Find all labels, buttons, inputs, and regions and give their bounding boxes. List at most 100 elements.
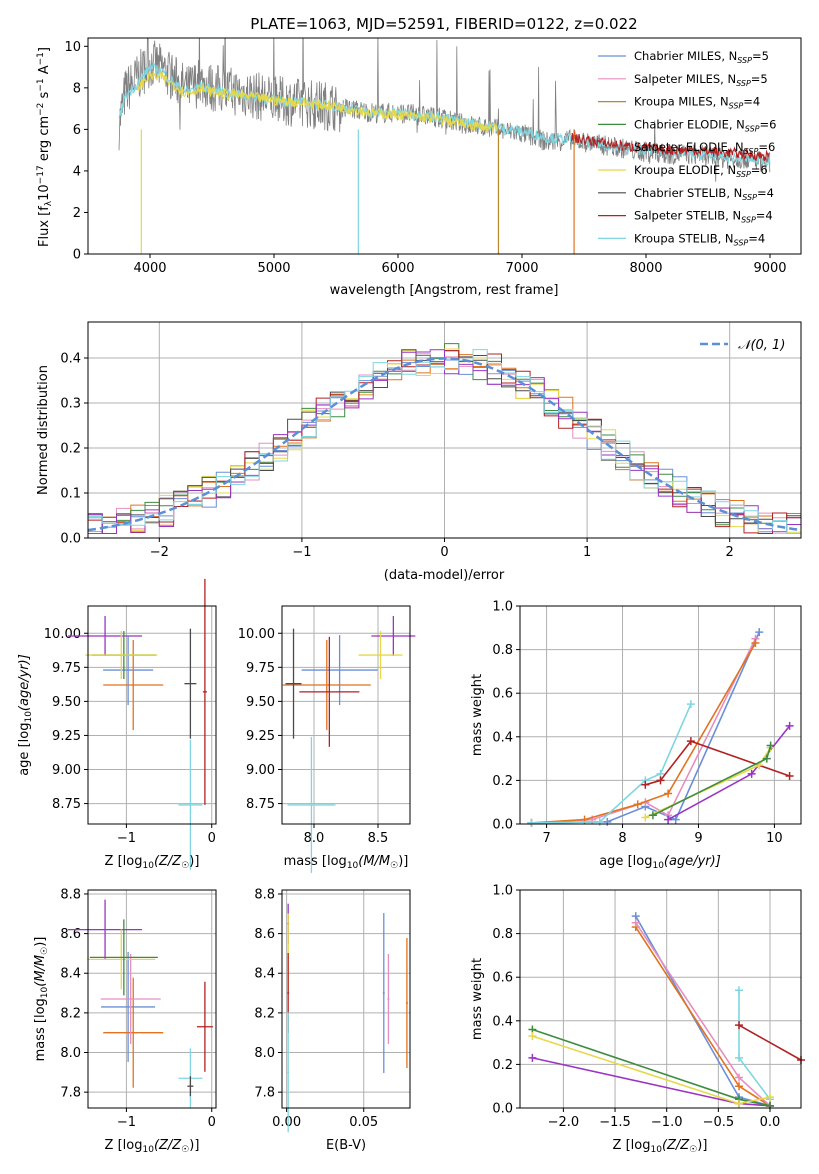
spectrum-panel: PLATE=1063, MJD=52591, FIBERID=0122, z=0… <box>36 15 802 298</box>
spectrum-ytick-label: 2 <box>73 206 81 221</box>
spectrum-legend-label: Kroupa STELIB, NSSP=4 <box>634 231 765 247</box>
mass-ebv-ytick-label: 8.8 <box>254 887 275 902</box>
spectrum-yticks: 0 2 4 6 8 10 <box>64 40 88 263</box>
spectrum-xtick-label: 9000 <box>753 261 786 276</box>
residuals-xtick-label: −1 <box>292 545 311 560</box>
age-z-ytick-label: 9.75 <box>52 661 81 676</box>
weight-age-panel: 7 8 9 10 0.0 0.2 0.4 0.6 0.8 1.0 age [log10(age/y… <box>470 600 802 871</box>
weight-z-line <box>635 915 771 1107</box>
weight-z-xtick-label: −1.0 <box>651 1115 683 1130</box>
weight-z-marker <box>735 1099 744 1108</box>
mass-ebv-xtick-label: 0.05 <box>349 1115 378 1130</box>
weight-age-marker <box>762 754 771 763</box>
residuals-xtick-label: 0 <box>440 545 448 560</box>
weight-z-line <box>738 1024 802 1061</box>
age-z-ylabel: age [log10(age/yr)] <box>17 654 34 776</box>
weight-age-ytick-label: 0.6 <box>492 687 513 702</box>
mass-ebv-plot: 0.00 0.05 7.8 8.0 8.2 8.4 8.6 8.8 <box>254 887 410 1133</box>
spectrum-xtick-label: 5000 <box>257 261 290 276</box>
spectrum-legend-label: Salpeter STELIB, NSSP=4 <box>634 209 773 225</box>
age-mass-ytick-label: 9.50 <box>246 695 275 710</box>
spectrum-xtick-label: 8000 <box>629 261 662 276</box>
weight-z-xtick-label: −2.0 <box>548 1115 580 1130</box>
spectrum-xtick-label: 4000 <box>133 261 166 276</box>
weight-age-xtick-label: 10 <box>766 831 783 846</box>
weight-age-marker <box>766 741 775 750</box>
weight-age-xtick-label: 7 <box>542 831 550 846</box>
weight-age-marker <box>527 818 536 827</box>
age-z-xlabel: Z [log10(Z/Z☉)] <box>105 854 200 871</box>
mass-z-ylabel: mass [log10(M/M☉)] <box>33 937 50 1062</box>
age-mass-xtick-label: 8.5 <box>368 831 389 846</box>
weight-z-line <box>738 990 771 1100</box>
mass-z-ytick-label: 8.6 <box>60 927 81 942</box>
spectrum-legend-label: Salpeter ELODIE, NSSP=6 <box>634 140 775 156</box>
weight-z-xtick-label: −1.5 <box>599 1115 631 1130</box>
residuals-legend-label: 𝒩(0, 1) <box>738 338 785 353</box>
age-mass-ytick-label: 9.00 <box>246 763 275 778</box>
weight-z-marker <box>528 1032 537 1041</box>
weight-age-marker <box>751 639 760 648</box>
mass-ebv-ytick-label: 8.6 <box>254 927 275 942</box>
weight-age-marker <box>785 721 794 730</box>
age-mass-ytick-label: 8.75 <box>246 797 275 812</box>
mass-z-ytick-label: 7.8 <box>60 1086 81 1101</box>
mass-ebv-xtick-label: 0.00 <box>272 1115 301 1130</box>
spectrum-model-line <box>137 70 498 135</box>
spectrum-legend-label: Chabrier MILES, NSSP=5 <box>634 49 769 65</box>
weight-z-ytick-label: 0.0 <box>492 1102 513 1117</box>
weight-age-marker <box>747 769 756 778</box>
normal-curve <box>87 357 802 532</box>
weight-age-marker <box>641 813 650 822</box>
age-mass-plot: 8.0 8.5 8.75 9.00 9.25 9.50 9.75 10.00 <box>238 606 416 873</box>
mass-z-xlabel: Z [log10(Z/Z☉)] <box>105 1138 200 1155</box>
age-z-ytick-label: 9.00 <box>52 763 81 778</box>
age-z-xtick-label: 0 <box>208 831 216 846</box>
weight-age-xtick-label: 8 <box>618 831 626 846</box>
residuals-frame <box>87 321 802 539</box>
spectrum-title: PLATE=1063, MJD=52591, FIBERID=0122, z=0… <box>250 15 637 33</box>
residuals-ytick-label: 0.3 <box>60 397 81 412</box>
spectrum-clip <box>118 38 771 254</box>
mass-ebv-ytick-label: 8.4 <box>254 967 275 982</box>
residuals-ylabel: Normed distribution <box>36 365 51 495</box>
weight-age-line <box>644 747 772 819</box>
weight-z-xtick-label: −0.5 <box>703 1115 735 1130</box>
age-z-ytick-label: 9.50 <box>52 695 81 710</box>
weight-z-ytick-label: 0.2 <box>492 1058 513 1073</box>
residuals-legend: 𝒩(0, 1) <box>700 338 785 353</box>
weight-age-line <box>531 642 757 824</box>
residuals-ytick-label: 0.1 <box>60 487 81 502</box>
age-mass-xlabel: mass [log10(M/M☉)] <box>284 854 409 871</box>
weight-age-ytick-label: 0.2 <box>492 774 513 789</box>
weight-age-marker <box>664 789 673 798</box>
weight-age-line <box>531 703 692 824</box>
mass-z-xtick-label: −1 <box>117 1115 136 1130</box>
weight-z-xtick-label: 0.0 <box>760 1115 781 1130</box>
weight-age-frame <box>519 605 802 825</box>
mass-z-panel: −1 0 7.8 8.0 8.2 8.4 8.6 8.8 Z [log10(Z/Z☉)] ma… <box>33 887 217 1155</box>
mass-ebv-ytick-label: 8.0 <box>254 1046 275 1061</box>
weight-age-marker <box>603 817 612 826</box>
spectrum-legend-label: Chabrier STELIB, NSSP=4 <box>634 186 774 202</box>
weight-z-marker <box>735 1073 744 1082</box>
age-mass-xtick-label: 8.0 <box>304 831 325 846</box>
age-z-ytick-label: 9.25 <box>52 729 81 744</box>
spectrum-ylabel: Flux [fλ10−17 erg cm−2 s−1 A−1] <box>36 47 54 247</box>
weight-z-xlabel: Z [log10(Z/Z☉)] <box>613 1138 708 1155</box>
weight-age-plot: 7 8 9 10 0.0 0.2 0.4 0.6 0.8 1.0 <box>492 600 801 846</box>
weight-age-marker <box>648 811 657 820</box>
weight-z-ytick-label: 1.0 <box>492 884 513 899</box>
weight-age-marker <box>755 628 764 637</box>
weight-z-marker <box>735 1053 744 1062</box>
weight-age-marker <box>785 772 794 781</box>
weight-age-marker <box>671 815 680 824</box>
spectrum-ytick-label: 8 <box>73 81 81 96</box>
spectrum-legend-label: Salpeter MILES, NSSP=5 <box>634 72 768 88</box>
mass-ebv-ytick-label: 7.8 <box>254 1086 275 1101</box>
spectrum-ytick-label: 4 <box>73 164 81 179</box>
mass-ebv-xlabel: E(B-V) <box>326 1138 366 1153</box>
age-mass-frame <box>281 605 411 825</box>
weight-z-line <box>532 1028 771 1107</box>
spectrum-xticks: 4000 5000 6000 7000 8000 9000 <box>133 254 787 276</box>
